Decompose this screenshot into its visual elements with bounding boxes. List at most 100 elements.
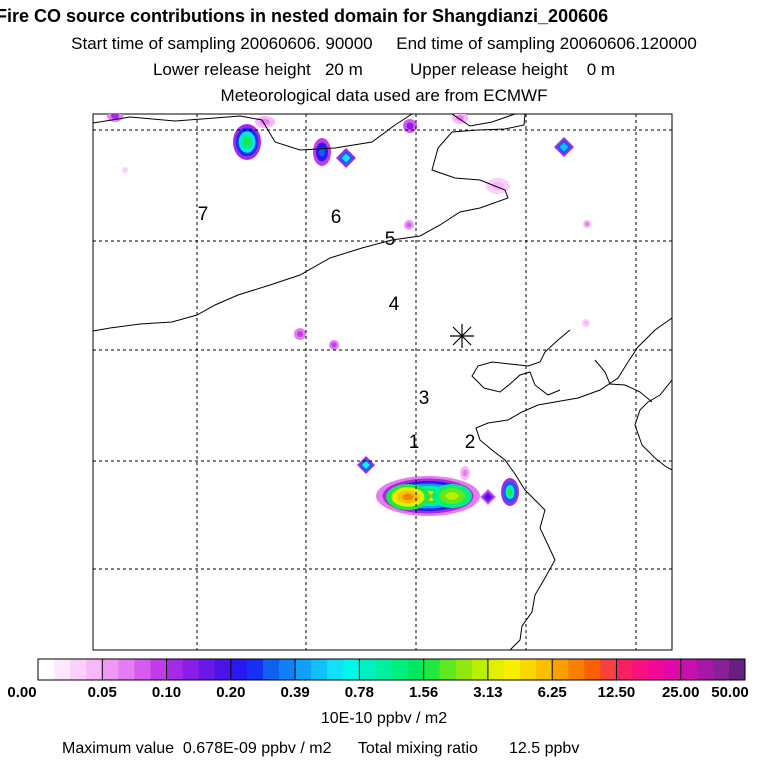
colorbar-swatch	[214, 659, 232, 680]
colorbar-swatch	[423, 659, 441, 680]
coastline	[475, 317, 672, 650]
colorbar-swatch	[86, 659, 103, 680]
grid-lines	[93, 114, 672, 650]
colorbar-swatch	[552, 659, 569, 680]
cell-mid-3	[404, 220, 414, 230]
colorbar-swatch	[520, 659, 537, 680]
colorbar-tick-label: 6.25	[537, 684, 567, 701]
colorbar-swatch	[359, 659, 376, 680]
colorbar-swatch	[327, 659, 344, 680]
cell-mid-2-layer	[331, 342, 337, 348]
colorbar-tick-label: 0.78	[344, 684, 374, 701]
cell-mid-1-layer	[297, 331, 303, 337]
cell-south-1-layer	[362, 461, 370, 469]
colorbar-tick-label: 0.05	[87, 684, 117, 701]
colorbar-swatch	[487, 659, 505, 680]
cell-north-east-layer	[559, 142, 569, 152]
cell-mid-5	[582, 319, 590, 327]
lower-label: Lower release height	[152, 60, 311, 79]
lower-value: 20 m	[324, 60, 363, 79]
plume-core-west-layer	[402, 493, 414, 501]
colorbar-tick-label: 0.00	[7, 684, 37, 701]
cell-north-6	[255, 116, 275, 128]
cell-north-3	[336, 148, 356, 168]
colorbar-swatch	[680, 659, 698, 680]
cell-mid-2	[329, 340, 339, 350]
total-label: Total mixing ratio	[357, 740, 478, 757]
colorbar-swatch	[600, 659, 617, 680]
upper-value: 0 m	[586, 60, 616, 79]
region-label-3: 3	[419, 388, 430, 409]
colorbar-frame	[37, 658, 746, 681]
region-label-1: 1	[409, 432, 420, 453]
end-value: 20060606.120000	[559, 34, 697, 53]
cell-south-3	[460, 466, 470, 480]
colorbar-swatch	[54, 659, 71, 680]
cell-north-5-layer	[111, 114, 119, 119]
colorbar-swatch	[728, 659, 746, 680]
cell-mid-1	[294, 328, 306, 340]
colorbar-tick-label: 1.56	[409, 684, 439, 701]
cell-north-east	[554, 137, 574, 157]
cell-mid-3-layer	[406, 222, 412, 228]
colorbar-swatch	[70, 659, 87, 680]
colorbar-swatch	[616, 659, 634, 680]
colorbar-swatch	[568, 659, 585, 680]
colorbar-tick-label: 0.10	[151, 684, 182, 701]
met-data-line: Meteorological data used are from ECMWF	[220, 86, 548, 105]
colorbar-swatch	[375, 659, 392, 680]
plume-core-east	[432, 484, 472, 508]
cell-south-2	[480, 489, 496, 505]
sampling-time-line: Start time of sampling 20060606. 90000 E…	[0, 34, 768, 54]
chart-title: Fire CO source contributions in nested d…	[0, 6, 609, 26]
colorbar-swatch	[230, 659, 248, 680]
colorbar-tick-label: 0.20	[216, 684, 246, 701]
region-label-6: 6	[331, 207, 342, 228]
cell-north-big-layer	[244, 138, 250, 146]
plume-east-cell-layer	[507, 488, 513, 496]
site-marker	[450, 324, 474, 348]
cell-mid-4-layer	[585, 222, 589, 226]
cell-north-8	[486, 178, 510, 194]
korea-coast	[594, 359, 653, 403]
upper-label: Upper release height	[409, 60, 568, 79]
total-value: 12.5 ppbv	[509, 740, 580, 757]
colorbar-swatch	[648, 659, 666, 680]
colorbar-swatch	[503, 659, 521, 680]
end-label: End time of sampling	[396, 34, 556, 53]
release-height-line: Lower release height 20 m Upper release …	[0, 60, 768, 80]
colorbar-swatch	[198, 659, 216, 680]
coastline-peninsula	[471, 329, 571, 396]
cell-north-2-layer	[319, 147, 325, 157]
colorbar-swatch	[134, 659, 151, 680]
north-east-border	[451, 114, 516, 127]
map-frame	[92, 113, 673, 651]
colorbar-swatch	[246, 659, 264, 680]
cell-north-7-layer	[456, 115, 464, 121]
colorbar-swatch	[102, 659, 119, 680]
boundaries	[93, 114, 672, 650]
colorbar-units: 10E-10 ppbv / m2	[320, 710, 448, 727]
colorbar-swatch	[118, 659, 135, 680]
colorbar-tick-label: 0.39	[280, 684, 310, 701]
cell-mid-5-layer	[584, 321, 588, 325]
colorbar-swatch	[166, 659, 184, 680]
colorbar-swatch	[295, 659, 312, 680]
colorbar-swatch	[182, 659, 200, 680]
colorbar-swatch	[439, 659, 457, 680]
max-label: Maximum value	[62, 740, 175, 757]
northern-border	[93, 114, 413, 151]
colorbar-swatch	[311, 659, 328, 680]
region-label-4: 4	[389, 294, 400, 315]
colorbar-swatch	[391, 659, 409, 680]
cell-north-2	[313, 138, 331, 166]
max-value: 0.678E-09 ppbv / m2	[182, 740, 332, 757]
region-label-5: 5	[385, 229, 396, 250]
cell-north-big	[233, 124, 261, 160]
region-label-7: 7	[198, 204, 209, 225]
region-labels: 1 2 3 4 5 6 7	[198, 204, 476, 453]
colorbar-swatch	[471, 659, 489, 680]
plume-core-west	[386, 484, 430, 510]
colorbar-swatch	[38, 659, 55, 680]
colorbar-tick-label: 25.00	[661, 684, 700, 701]
